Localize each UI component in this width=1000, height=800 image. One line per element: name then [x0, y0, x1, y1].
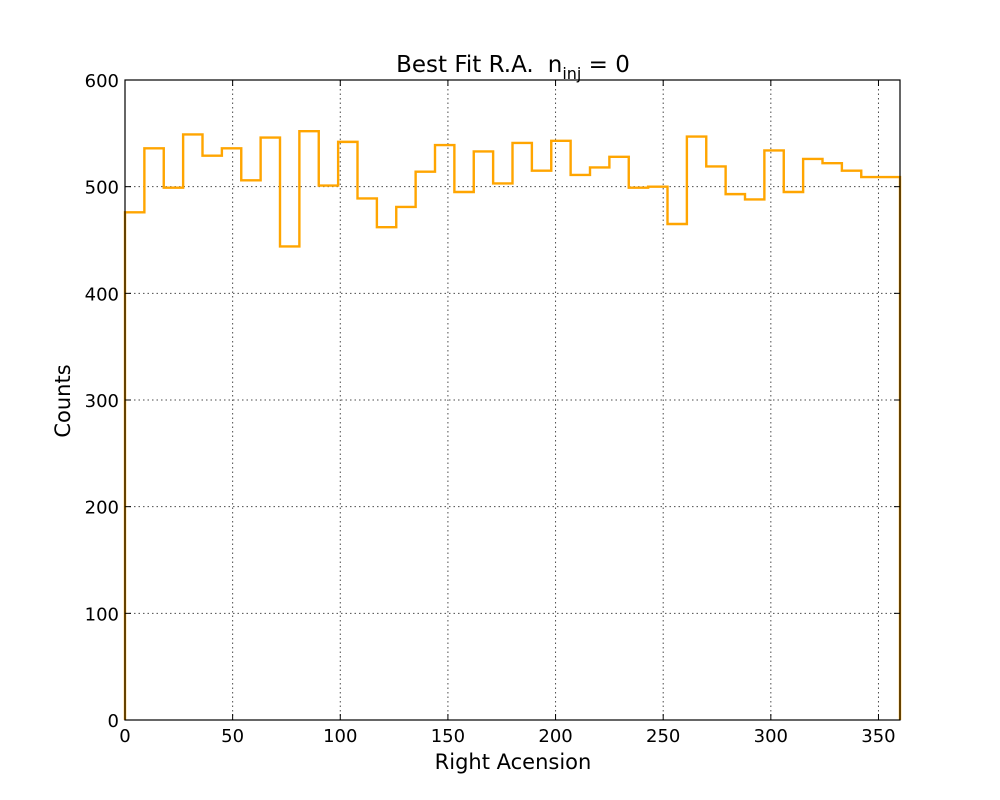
chart-title-main: Best Fit R.A. — [396, 52, 534, 78]
x-axis-label: Right Acension — [435, 750, 592, 774]
y-tick-label: 0 — [108, 711, 119, 732]
x-tick-label: 250 — [646, 726, 680, 747]
y-tick-label: 100 — [85, 604, 119, 625]
y-tick-label: 400 — [85, 284, 119, 305]
x-tick-label: 50 — [221, 726, 244, 747]
histogram-step-line — [123, 130, 902, 720]
x-tick-label: 0 — [119, 726, 130, 747]
x-tick-label: 150 — [431, 726, 465, 747]
x-tick-label: 100 — [323, 726, 357, 747]
y-axis-label: Counts — [51, 364, 75, 437]
y-tick-label: 300 — [85, 391, 119, 412]
y-tick-label: 600 — [85, 71, 119, 92]
x-tick-labels: 0 50 100 150 200 250 300 350 — [119, 726, 895, 747]
x-tick-label: 300 — [754, 726, 788, 747]
title-subscript: inj — [562, 64, 581, 83]
x-tick-label: 350 — [861, 726, 895, 747]
grid-lines — [125, 80, 900, 720]
x-tick-label: 200 — [538, 726, 572, 747]
y-tick-label: 200 — [85, 498, 119, 519]
axis-ticks — [124, 79, 900, 721]
y-tick-labels: 0 100 200 300 400 500 600 — [85, 71, 119, 732]
y-tick-label: 500 — [85, 178, 119, 199]
title-equals-zero: = 0 — [581, 52, 630, 78]
chart-title: Best Fit R.A. ninj = 0 — [396, 52, 630, 83]
title-n: n — [548, 52, 563, 78]
